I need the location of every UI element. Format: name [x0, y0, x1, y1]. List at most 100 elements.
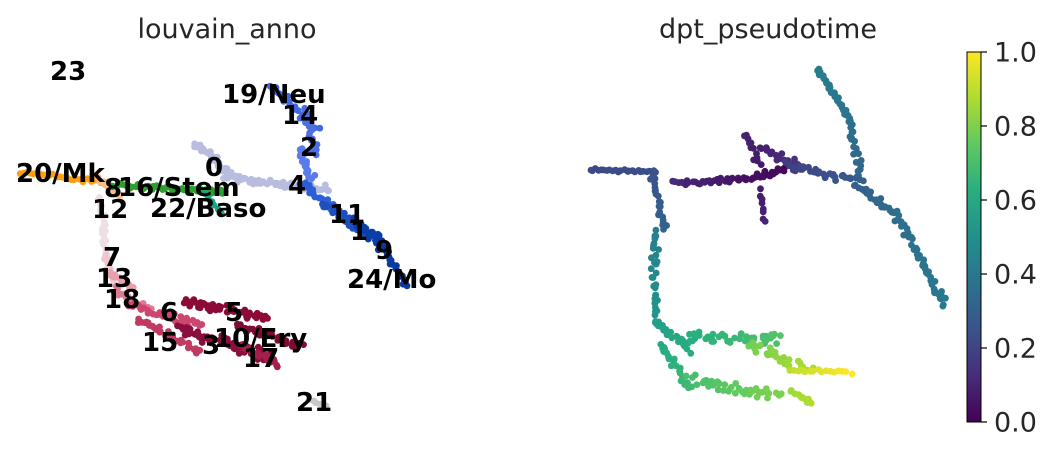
cell-point [183, 314, 191, 322]
cell-point [324, 187, 332, 195]
cluster-label: 13 [96, 264, 132, 294]
dpt-pseudotime-title: dpt_pseudotime [659, 14, 877, 45]
cell-point [649, 244, 657, 252]
cluster-label: 20/Mk [16, 159, 106, 189]
cell-point [162, 310, 170, 318]
louvain-anno-points [16, 82, 411, 410]
cluster-label: 8 [104, 174, 122, 204]
cell-point [687, 349, 695, 357]
cell-point [241, 175, 249, 182]
cluster-label: 5 [225, 298, 243, 328]
cell-point [300, 341, 307, 348]
cell-point [665, 355, 673, 363]
cell-point [931, 278, 939, 285]
cell-point [702, 335, 710, 343]
cluster-label: 18 [104, 285, 140, 315]
cell-point [667, 328, 674, 336]
cell-point [688, 383, 696, 391]
cell-point [322, 203, 330, 211]
cell-point [737, 330, 745, 337]
cell-point [689, 374, 696, 381]
cluster-label: 7 [103, 243, 121, 273]
cell-point [174, 322, 181, 330]
cell-point [690, 330, 698, 338]
cell-point [667, 362, 675, 370]
louvain-anno-title: louvain_anno [137, 14, 316, 45]
cluster-label: 0 [205, 153, 223, 183]
cell-point [714, 386, 722, 394]
colorbar-gradient [966, 51, 982, 423]
cell-point [831, 173, 839, 181]
cell-point [741, 337, 749, 345]
cell-point [726, 337, 733, 345]
cell-point [144, 309, 152, 317]
cell-point [200, 300, 207, 307]
dpt-pseudotime-points [587, 65, 949, 407]
cluster-label: 6 [160, 298, 178, 328]
cell-point [655, 203, 663, 210]
cell-point [364, 235, 372, 243]
cell-point [668, 334, 676, 342]
cell-point [761, 218, 769, 225]
cell-point [237, 323, 245, 331]
cell-point [888, 208, 896, 216]
cell-point [79, 178, 87, 186]
cell-point [318, 186, 326, 194]
cell-point [268, 333, 276, 340]
cluster-label: 17 [243, 344, 279, 374]
cell-point [773, 340, 780, 347]
cluster-label: 12 [92, 195, 128, 225]
cell-point [913, 246, 921, 254]
cell-point [898, 222, 905, 230]
cell-point [757, 161, 765, 169]
cell-point [293, 345, 300, 353]
cell-point [264, 314, 271, 322]
cell-point [909, 235, 916, 243]
cell-point [235, 349, 243, 357]
cell-point [710, 338, 717, 345]
cell-point [750, 144, 757, 152]
cluster-label: 1 [350, 217, 368, 247]
cell-point [649, 274, 657, 281]
cell-point [809, 367, 817, 375]
cluster-label: 10/Ery [214, 324, 307, 354]
cell-point [763, 336, 770, 344]
cell-point [129, 303, 137, 310]
cluster-label: 24/Mo [347, 265, 436, 295]
cell-point [689, 337, 696, 345]
cluster-label: 23 [50, 57, 86, 87]
cell-point [939, 302, 947, 310]
cell-point [196, 346, 204, 354]
cell-point [721, 381, 729, 388]
cluster-label: 2 [300, 133, 318, 163]
cell-point [138, 318, 145, 326]
cell-point [762, 385, 770, 393]
cell-point [246, 309, 254, 317]
cell-point [216, 306, 224, 313]
cell-point [255, 352, 263, 360]
cell-point [312, 151, 320, 159]
cluster-label: 4 [288, 171, 306, 201]
cell-point [109, 182, 116, 190]
cell-point [777, 390, 785, 398]
cell-point [248, 349, 256, 357]
cell-point [756, 144, 764, 152]
cell-point [647, 175, 654, 183]
cluster-label: 3 [202, 331, 220, 361]
cell-point [752, 385, 760, 392]
cell-point [196, 322, 204, 329]
cell-point [652, 260, 660, 268]
cluster-label: 14 [282, 101, 318, 131]
cell-point [852, 145, 860, 152]
cell-point [785, 356, 793, 364]
colorbar-ticks: 0.0 0.2 0.4 0.6 0.8 1.0 [981, 38, 1037, 439]
cluster-label: 22/Baso [150, 194, 266, 224]
cell-point [759, 208, 767, 216]
cell-point [375, 232, 383, 239]
cell-point [752, 348, 760, 356]
cell-point [735, 176, 742, 184]
cell-point [855, 150, 862, 158]
cell-point [129, 284, 137, 291]
cell-point [647, 265, 655, 273]
cell-point [676, 369, 684, 377]
